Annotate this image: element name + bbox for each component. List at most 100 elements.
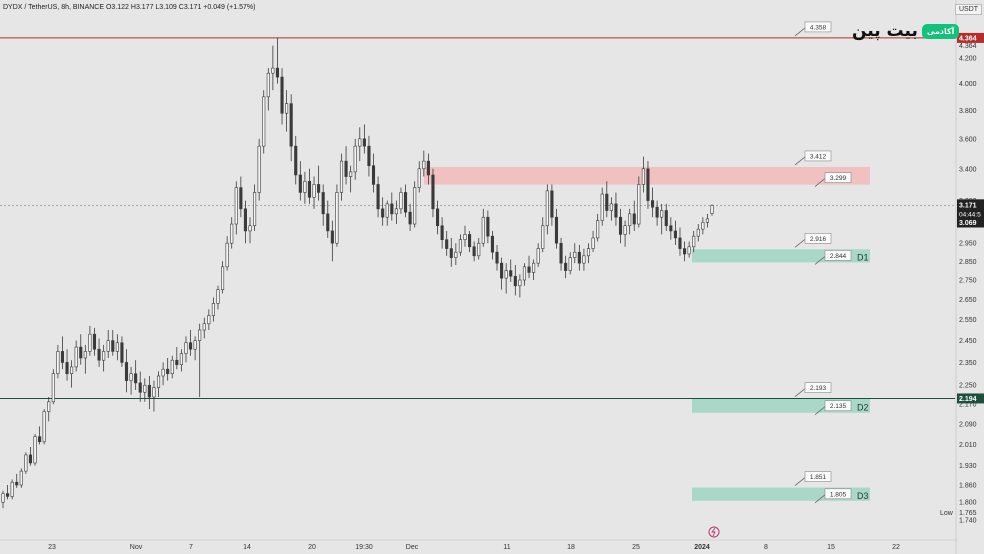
candle-body (408, 211, 412, 225)
candle-body (326, 213, 330, 232)
candle-body (504, 270, 508, 279)
low-label: Low (940, 510, 954, 517)
current-price-badge-bg (957, 199, 984, 220)
candle-body (56, 351, 60, 375)
zone-callout-label: 1.805 (830, 491, 847, 498)
candle-body (339, 160, 344, 193)
green-line-badge-bg (957, 393, 984, 404)
candle-body (353, 145, 357, 173)
candle-body (655, 206, 659, 218)
candle-body (88, 333, 92, 352)
candle-body (33, 436, 37, 464)
time-tick-label: Nov (130, 544, 143, 551)
price-tick-label: 2.950 (959, 241, 977, 248)
candle-body (513, 275, 517, 287)
zone-callout-line (814, 256, 826, 265)
candle-body (664, 210, 668, 227)
candle-body (500, 262, 504, 279)
candle-body (312, 184, 316, 198)
candle-body (568, 257, 572, 271)
price-tick-label: 2.350 (959, 360, 977, 367)
candle-body (19, 470, 23, 486)
candle-body (490, 235, 494, 253)
zone-callout-box (824, 400, 852, 412)
candle-body (422, 160, 426, 170)
high-price-badge-bg (957, 32, 984, 43)
candle-body (431, 174, 435, 210)
candle-body (129, 373, 133, 381)
price-tick-label: 2.550 (959, 317, 977, 324)
candle-body (381, 208, 385, 218)
candle-body (10, 481, 14, 497)
candle-body (458, 239, 462, 253)
candle-body (481, 216, 485, 244)
zone-callout-line (794, 238, 806, 248)
candle-body (15, 481, 19, 486)
candle-body (673, 230, 677, 239)
candle-body (166, 368, 170, 375)
candle-body (42, 411, 46, 443)
candle-body (188, 342, 193, 350)
zone-callout-box (824, 172, 852, 183)
candle-body (614, 203, 618, 218)
candle-body (632, 213, 636, 225)
candle-body (248, 225, 252, 232)
candle-body (202, 323, 206, 331)
prev-close-badge-bg (957, 217, 984, 228)
candle-body (367, 145, 371, 167)
price-tick-label: 3.600 (959, 136, 977, 143)
zone-callout-box (804, 382, 832, 393)
candle-body (156, 375, 161, 388)
candle-body (307, 180, 312, 198)
candle-body (225, 242, 229, 268)
candle-body (65, 362, 69, 375)
candle-body (582, 255, 586, 264)
candle-body (518, 279, 522, 287)
candle-body (618, 216, 623, 235)
candle-body (385, 203, 389, 218)
time-tick-label: 23 (48, 544, 56, 551)
candle-body (637, 184, 641, 225)
zone-callout-line (794, 388, 806, 398)
zone-callout-box (804, 232, 832, 244)
currency-button[interactable]: USDT (954, 4, 982, 15)
candle-body (678, 237, 682, 249)
candle-body (669, 225, 673, 232)
candle-body (440, 225, 444, 240)
time-tick-label: 8 (764, 544, 768, 551)
time-tick-label: 15 (827, 544, 835, 551)
candle-body (74, 346, 78, 368)
candle-body (234, 187, 238, 225)
time-tick-label: 18 (567, 544, 575, 551)
zone-callout-line (794, 477, 806, 486)
candle-body (600, 193, 604, 221)
zones-layer (424, 166, 870, 501)
time-tick-label: 7 (189, 544, 193, 551)
candle-body (527, 266, 531, 273)
candle-body (47, 401, 51, 412)
candle-body (394, 208, 398, 215)
horizontal-lines-layer (0, 37, 955, 399)
candle-body (687, 246, 691, 255)
time-tick-label: 20 (308, 544, 316, 551)
candle-body (193, 340, 197, 350)
zone-callout-label: 2.916 (810, 236, 827, 243)
candle-body (682, 248, 687, 255)
zone-callout-label: 2.844 (830, 253, 847, 260)
candle-body (138, 382, 142, 393)
candle-body (628, 213, 632, 227)
price-tick-label: 1.930 (959, 463, 977, 470)
candle-body (175, 359, 179, 365)
candle-body (463, 234, 467, 240)
candle-body (554, 216, 559, 244)
candles-layer (1, 37, 714, 509)
zone-callout-box (824, 488, 852, 500)
candle-body (586, 248, 591, 257)
candle-body (371, 165, 376, 185)
candle-body (344, 160, 348, 177)
candle-body (198, 329, 202, 341)
zone-name: D1 (857, 252, 869, 262)
candle-body (184, 342, 188, 354)
price-tick-label: 3.400 (959, 166, 977, 173)
